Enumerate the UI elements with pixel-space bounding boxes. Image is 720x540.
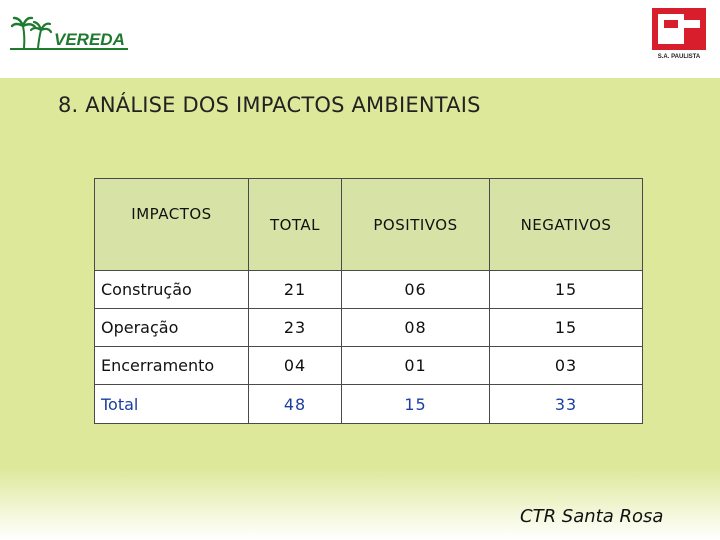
header-positivos: POSITIVOS [341, 178, 490, 271]
table-row-operacao: Operação 23 08 15 [94, 308, 643, 347]
cell-positivos: 01 [341, 346, 490, 385]
content-band-fade [0, 468, 720, 540]
cell-negativos: 03 [489, 346, 643, 385]
row-label: Total [94, 384, 249, 424]
cell-total: 48 [248, 384, 342, 424]
table-row-construcao: Construção 21 06 15 [94, 270, 643, 309]
header-impactos: IMPACTOS [94, 178, 249, 271]
cell-positivos: 08 [341, 308, 490, 347]
cell-total: 23 [248, 308, 342, 347]
cell-negativos: 33 [489, 384, 643, 424]
slide-title: 8. ANÁLISE DOS IMPACTOS AMBIENTAIS [58, 93, 481, 117]
table-header-row: IMPACTOS TOTAL POSITIVOS NEGATIVOS [94, 178, 643, 271]
paulista-logo: S.A. PAULISTA [650, 6, 708, 66]
vereda-logo: VEREDA [10, 12, 130, 52]
slide-footer: CTR Santa Rosa [520, 506, 664, 527]
palm-tree-icon: VEREDA [10, 16, 128, 50]
table-row-encerramento: Encerramento 04 01 03 [94, 346, 643, 385]
row-label: Construção [94, 270, 249, 309]
row-label: Encerramento [94, 346, 249, 385]
cell-total: 04 [248, 346, 342, 385]
impacts-table: IMPACTOS TOTAL POSITIVOS NEGATIVOS Const… [94, 178, 643, 424]
paulista-caption: S.A. PAULISTA [657, 54, 701, 60]
table-row-total: Total 48 15 33 [94, 384, 643, 424]
paulista-p-icon [652, 8, 706, 50]
vereda-logo-text: VEREDA [54, 30, 125, 49]
cell-negativos: 15 [489, 270, 643, 309]
slide-header: VEREDA S.A. PAULISTA [0, 0, 720, 78]
cell-total: 21 [248, 270, 342, 309]
header-total: TOTAL [248, 178, 342, 271]
cell-positivos: 15 [341, 384, 490, 424]
cell-positivos: 06 [341, 270, 490, 309]
row-label: Operação [94, 308, 249, 347]
header-negativos: NEGATIVOS [489, 178, 643, 271]
cell-negativos: 15 [489, 308, 643, 347]
